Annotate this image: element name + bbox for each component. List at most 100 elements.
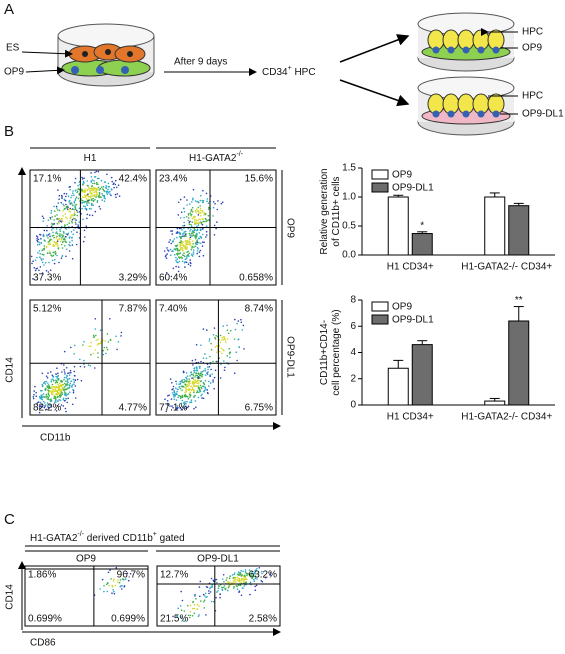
- event-dot: [74, 218, 76, 220]
- event-dot: [194, 379, 196, 381]
- event-dot: [95, 170, 98, 173]
- event-dot: [234, 318, 236, 321]
- event-dot: [118, 581, 121, 584]
- event-dot: [117, 579, 119, 581]
- y-tick-label: 2: [350, 373, 356, 384]
- event-dot: [56, 404, 59, 407]
- event-dot: [92, 334, 95, 337]
- event-dot: [74, 198, 77, 200]
- event-dot: [175, 248, 177, 250]
- event-dot: [110, 189, 113, 191]
- event-dot: [60, 243, 63, 246]
- event-dot: [70, 196, 72, 199]
- event-dot: [189, 391, 191, 394]
- text-run: H1-GATA2: [189, 153, 237, 164]
- event-dot: [206, 198, 209, 200]
- event-dot: [201, 371, 204, 373]
- event-dot: [254, 577, 257, 580]
- event-dot: [40, 242, 43, 244]
- event-dot: [65, 193, 68, 195]
- event-dot: [220, 347, 223, 350]
- event-dot: [72, 391, 75, 394]
- event-dot: [55, 375, 57, 378]
- event-dot: [198, 218, 200, 220]
- event-dot: [72, 215, 74, 217]
- event-dot: [71, 236, 73, 239]
- event-dot: [223, 336, 226, 339]
- event-dot: [194, 381, 197, 384]
- event-dot: [106, 333, 109, 335]
- superscript: -/-: [236, 151, 243, 158]
- event-dot: [185, 377, 188, 380]
- event-dot: [216, 221, 218, 223]
- event-dot: [212, 579, 215, 582]
- event-dot: [46, 377, 49, 379]
- event-dot: [54, 258, 56, 261]
- event-dot: [47, 398, 50, 401]
- event-dot: [232, 579, 235, 582]
- event-dot: [204, 380, 207, 382]
- event-dot: [114, 584, 117, 587]
- event-dot: [205, 225, 208, 227]
- event-dot: [76, 231, 78, 233]
- event-dot: [237, 584, 240, 586]
- event-dot: [70, 380, 72, 383]
- event-dot: [65, 367, 68, 369]
- event-dot: [182, 249, 184, 252]
- event-dot: [90, 345, 92, 348]
- event-dot: [236, 576, 238, 579]
- event-dot: [69, 244, 71, 247]
- event-dot: [250, 574, 252, 577]
- y-tick-label: 6: [350, 321, 356, 332]
- event-dot: [197, 386, 200, 388]
- event-dot: [95, 194, 98, 197]
- event-dot: [96, 177, 99, 180]
- event-dot: [58, 393, 60, 395]
- event-dot: [39, 234, 42, 236]
- event-dot: [63, 192, 66, 195]
- event-dot: [175, 256, 177, 259]
- panel-label: A: [4, 1, 14, 18]
- event-dot: [68, 208, 70, 211]
- event-dot: [184, 248, 186, 250]
- event-dot: [191, 235, 193, 237]
- bar: [484, 196, 506, 256]
- dish-bottom: [417, 76, 515, 136]
- event-dot: [62, 397, 65, 400]
- event-dot: [251, 577, 253, 580]
- event-dot: [34, 259, 37, 262]
- arrow: [339, 34, 410, 63]
- event-dot: [195, 406, 197, 409]
- event-dot: [232, 577, 234, 579]
- event-dot: [73, 214, 76, 216]
- event-dot: [169, 405, 171, 407]
- event-dot: [172, 406, 174, 409]
- event-dot: [92, 204, 94, 206]
- event-dot: [92, 352, 95, 355]
- event-dot: [43, 235, 45, 238]
- event-dot: [241, 587, 244, 589]
- event-dot: [200, 360, 202, 363]
- event-dot: [222, 325, 224, 327]
- event-dot: [64, 393, 66, 396]
- event-dot: [182, 370, 185, 373]
- event-dot: [236, 573, 239, 576]
- event-dot: [240, 575, 243, 577]
- event-dot: [241, 577, 243, 580]
- event-dot: [221, 337, 223, 339]
- event-dot: [255, 584, 258, 587]
- event-dot: [206, 596, 208, 598]
- event-dot: [227, 332, 230, 335]
- event-dot: [97, 356, 99, 359]
- event-dot: [37, 240, 39, 243]
- event-dot: [67, 387, 69, 390]
- event-dot: [94, 191, 97, 193]
- event-dot: [196, 225, 198, 228]
- event-dot: [228, 347, 230, 350]
- event-dot: [228, 353, 231, 355]
- event-dot: [60, 404, 63, 406]
- event-dot: [190, 224, 192, 226]
- event-dot: [196, 246, 199, 249]
- event-dot: [67, 195, 70, 197]
- event-dot: [83, 196, 85, 198]
